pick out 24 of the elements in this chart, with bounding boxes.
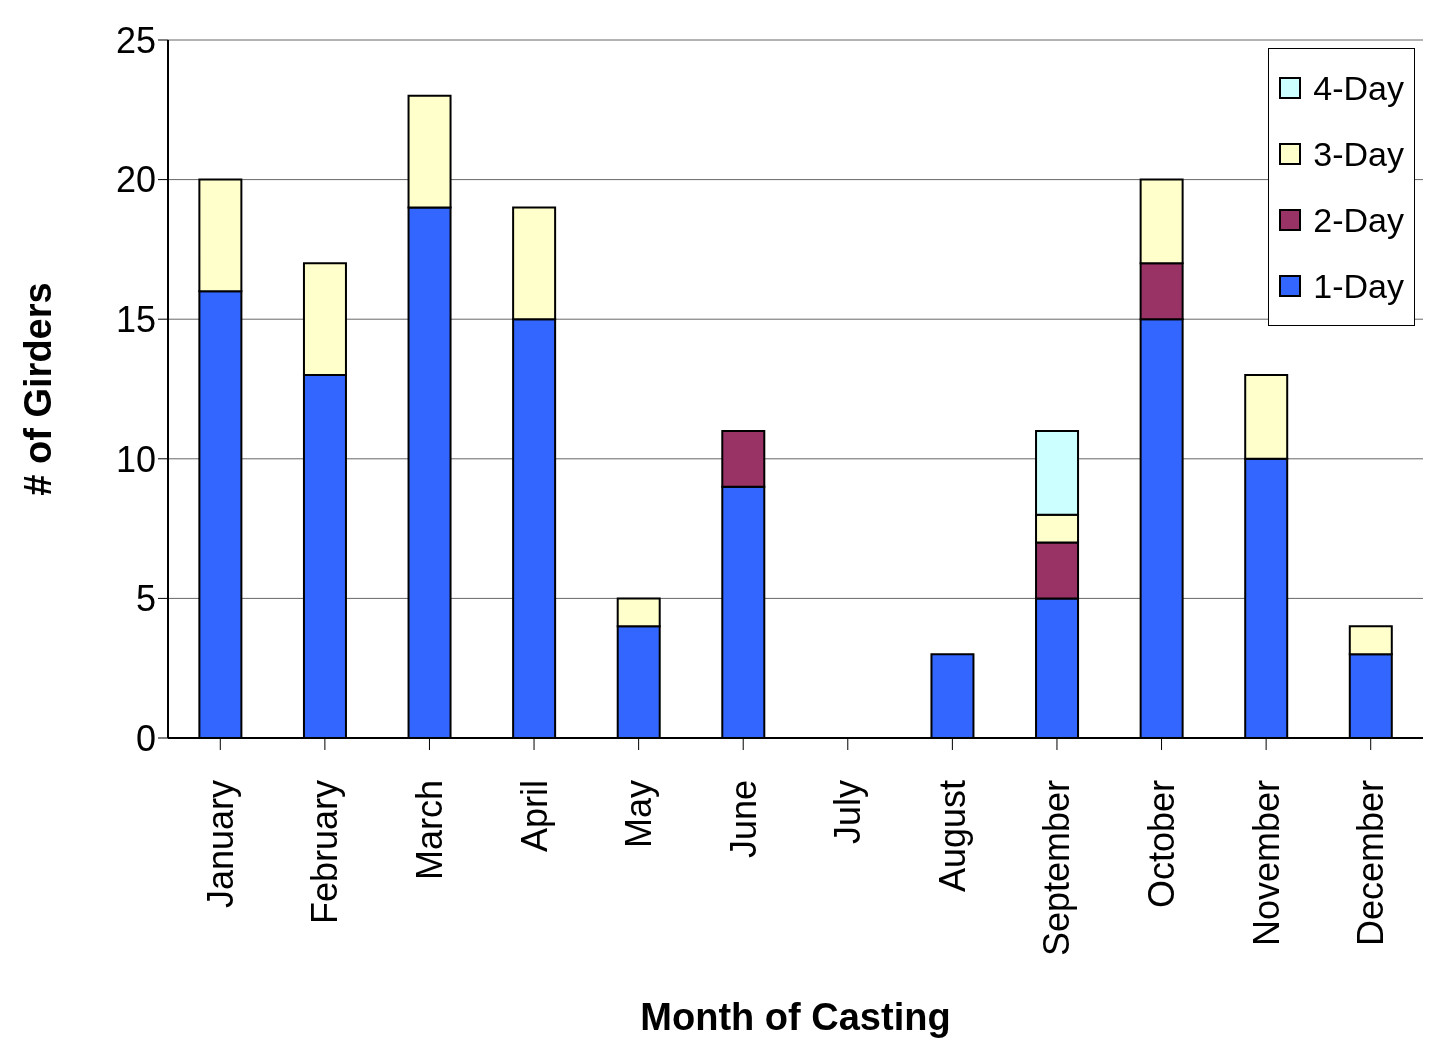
y-tick-label: 10 [115,438,156,480]
x-tick-label: August [931,780,973,893]
x-tick-label: September [1036,780,1078,957]
x-tick-label: April [513,780,555,853]
x-tick-label: February [304,780,346,925]
x-tick-label: November [1245,779,1287,947]
x-tick-label: December [1350,779,1392,947]
y-tick-label: 25 [115,19,156,61]
y-tick-label: 20 [115,159,156,201]
y-tick-label: 0 [135,717,156,759]
legend-label: 2-Day [1312,199,1404,241]
y-tick-label: 15 [115,298,156,340]
legend-label: 3-Day [1312,133,1404,175]
y-axis-title: # of Girders [17,282,60,496]
x-tick-label: January [199,780,241,909]
x-tick-label: March [408,780,450,881]
x-tick-label: July [827,780,869,845]
legend-label: 4-Day [1312,67,1404,109]
x-tick-label: June [722,780,764,859]
x-tick-label: October [1141,779,1183,909]
legend-label: 1-Day [1312,265,1404,307]
y-tick-label: 5 [135,578,156,620]
x-tick-label: May [618,780,660,849]
x-axis-title: Month of Casting [640,996,951,1038]
